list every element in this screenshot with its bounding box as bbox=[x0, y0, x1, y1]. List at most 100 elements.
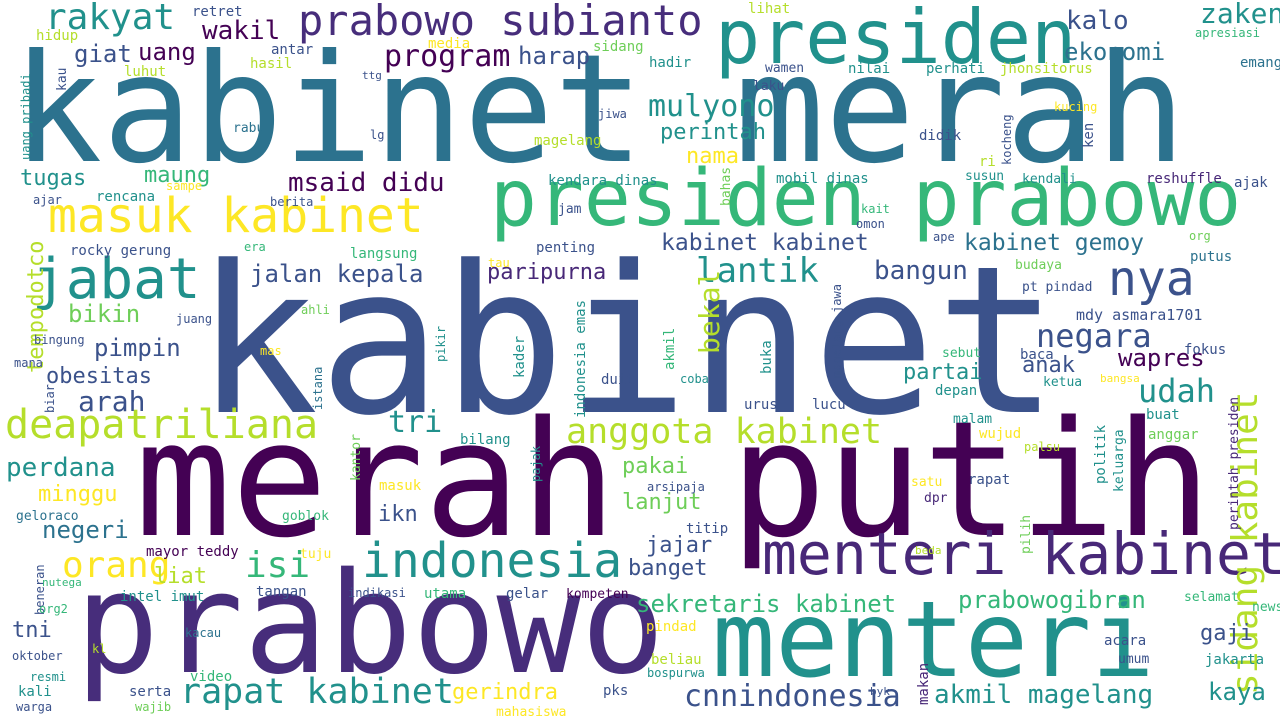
word-fokus: fokus bbox=[1184, 342, 1227, 358]
word-kabinet-gemoy: kabinet gemoy bbox=[964, 230, 1145, 256]
word-berita: berita bbox=[270, 195, 314, 209]
word-bikin: bikin bbox=[68, 300, 141, 328]
word-lg: lg bbox=[370, 128, 385, 142]
word-sampe: sampe bbox=[166, 179, 203, 193]
word-kompeten: kompeten bbox=[566, 587, 629, 602]
word-org2: org2 bbox=[39, 602, 68, 616]
word-oktober: oktober bbox=[12, 649, 63, 663]
word-tempodotco: tempodotco bbox=[24, 240, 49, 373]
word-pikir: pikir bbox=[434, 325, 448, 362]
word-jabat: jabat bbox=[32, 247, 201, 312]
word-emang: emang bbox=[1240, 55, 1280, 71]
word-minggu: minggu bbox=[38, 482, 118, 507]
word-urus: urus bbox=[744, 397, 778, 413]
word-kader: kader bbox=[512, 335, 528, 378]
word-masuk-kabinet: masuk kabinet bbox=[48, 188, 424, 244]
word-dpr: dpr bbox=[924, 491, 948, 506]
word-presiden: presiden bbox=[715, 0, 1077, 81]
word-putih: putih bbox=[730, 386, 1212, 573]
word-bahas: bahas bbox=[719, 166, 734, 206]
word-perhati: perhati bbox=[926, 61, 986, 77]
word-luhut: luhut bbox=[124, 64, 167, 80]
word-tangan: tangan bbox=[256, 584, 307, 600]
word-indonesia-emas: indonesia emas bbox=[573, 299, 589, 418]
word-obesitas: obesitas bbox=[46, 364, 152, 389]
word-ken: ken bbox=[1081, 122, 1097, 148]
word-rocky-gerung: rocky gerung bbox=[70, 243, 172, 259]
word-pakai: pakai bbox=[622, 454, 689, 479]
word-bangsa: bangsa bbox=[1100, 372, 1140, 385]
word-tau: tau bbox=[488, 256, 510, 270]
word-makan: makan bbox=[916, 662, 932, 705]
word-ttg: ttg bbox=[362, 69, 382, 82]
word-akmil-magelang: akmil magelang bbox=[934, 680, 1154, 710]
word-umum: umum bbox=[1118, 652, 1150, 667]
word-era: era bbox=[244, 240, 266, 254]
word-udah: udah bbox=[1138, 372, 1216, 410]
word-indikasi: indikasi bbox=[348, 586, 406, 600]
word-jalan-kepala: jalan kepala bbox=[250, 260, 424, 288]
word-deapatriliana: deapatriliana bbox=[5, 402, 319, 448]
word-politik: politik bbox=[1093, 424, 1109, 484]
word-coba: coba bbox=[680, 372, 709, 386]
word-mulyono: mulyono bbox=[648, 89, 775, 124]
word-bospurwa: bospurwa bbox=[647, 666, 705, 680]
word-menteri-kabinet: menteri kabinet bbox=[762, 520, 1280, 588]
word-pt-pindad: pt pindad bbox=[1022, 280, 1093, 295]
word-nilai: nilai bbox=[848, 61, 891, 77]
word-wamen: wamen bbox=[765, 61, 805, 76]
word-perdana: perdana bbox=[6, 453, 116, 483]
word-prabowo: prabowo bbox=[75, 543, 666, 706]
word-budaya: budaya bbox=[1015, 258, 1062, 273]
word-pimpin: pimpin bbox=[94, 334, 181, 362]
word-rabu: rabu bbox=[233, 121, 265, 136]
word-jajar: jajar bbox=[646, 533, 713, 558]
word-kaya: kaya bbox=[1208, 678, 1266, 706]
word-reshuffle: reshuffle bbox=[1146, 171, 1222, 187]
word-kantor: kantor bbox=[349, 434, 364, 481]
word-mana: mana bbox=[14, 356, 43, 370]
word-langsung: langsung bbox=[350, 246, 418, 262]
word-perintah-presiden: perintah presiden bbox=[1227, 396, 1242, 530]
word-news: news bbox=[1252, 600, 1280, 615]
word-goblok: goblok bbox=[282, 509, 329, 524]
word-tni: tni bbox=[12, 618, 52, 643]
word-ape: ape bbox=[933, 230, 955, 244]
word-malam: malam bbox=[953, 412, 993, 427]
word-kali: kali bbox=[18, 684, 52, 700]
word-juang: juang bbox=[176, 312, 213, 326]
word-pajak: pajak bbox=[529, 445, 543, 482]
word-geloraco: geloraco bbox=[16, 509, 79, 524]
word-masuk: masuk bbox=[379, 478, 422, 494]
word-tuju: tuju bbox=[300, 547, 332, 562]
word-nutega: nutega bbox=[42, 576, 82, 589]
word-anak: anak bbox=[1022, 353, 1075, 378]
word-prabowogibran: prabowogibran bbox=[958, 586, 1146, 614]
word-lantik: lantik bbox=[696, 251, 819, 291]
word-apresiasi: apresiasi bbox=[1195, 26, 1261, 40]
word-prabowo-subianto: prabowo subianto bbox=[298, 0, 703, 45]
word-negeri: negeri bbox=[42, 516, 129, 544]
word-negara: negara bbox=[1036, 317, 1152, 355]
word-isi: isi bbox=[245, 545, 311, 586]
word-giat: giat bbox=[74, 40, 132, 68]
word-uang-pribadi: uang pribadi bbox=[19, 73, 33, 160]
word-akmil: akmil bbox=[662, 327, 678, 370]
word-hidup: hidup bbox=[36, 28, 79, 44]
word-antar: antar bbox=[271, 42, 314, 58]
word-buka: buka bbox=[759, 340, 775, 374]
word-msaid-didu: msaid didu bbox=[288, 168, 445, 198]
word-org: org bbox=[1189, 229, 1211, 243]
word-magelang-jawa: magelang jawa bbox=[830, 284, 844, 378]
word-putus: putus bbox=[1190, 249, 1233, 265]
word-perintah: perintah bbox=[660, 120, 766, 145]
word-nya: nya bbox=[1108, 251, 1195, 307]
word-kucing: kucing bbox=[1054, 100, 1098, 114]
word-ajak: ajak bbox=[1234, 175, 1268, 191]
word-hasil: hasil bbox=[250, 56, 293, 72]
word-ikn: ikn bbox=[378, 502, 418, 527]
word-lanjut: lanjut bbox=[622, 490, 702, 515]
word-beliau: beliau bbox=[651, 652, 702, 668]
word-mahasiswa: mahasiswa bbox=[496, 705, 567, 720]
